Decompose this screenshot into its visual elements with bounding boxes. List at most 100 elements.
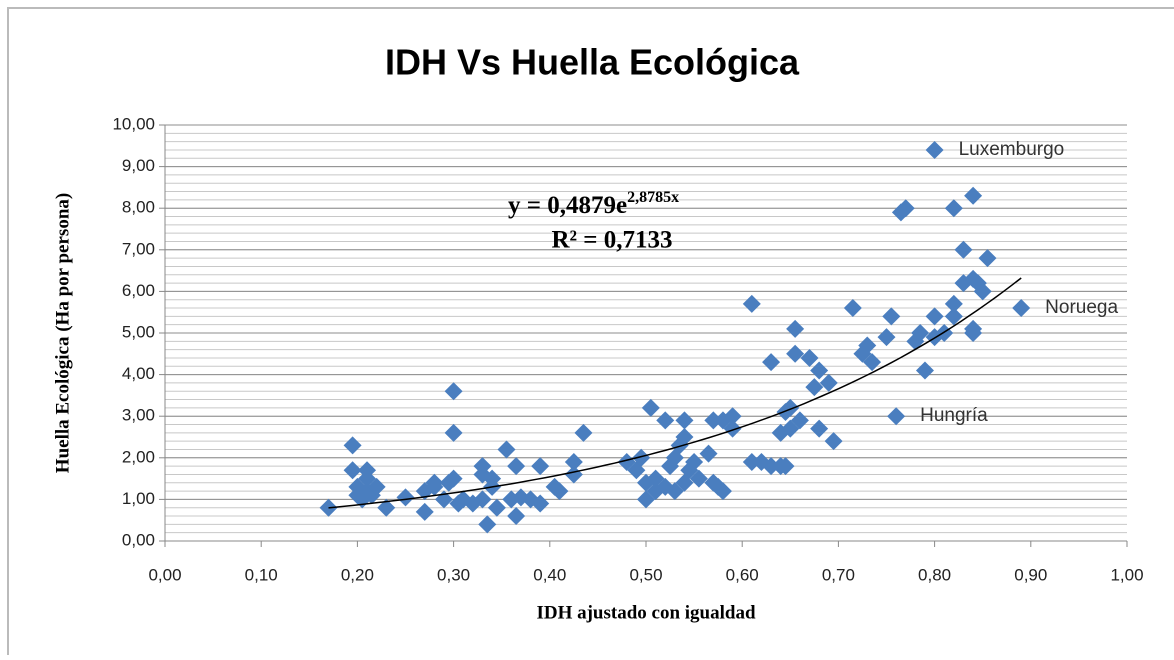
point bbox=[776, 457, 795, 476]
point bbox=[911, 324, 930, 342]
trendline bbox=[328, 277, 1022, 509]
point bbox=[483, 469, 502, 488]
y-tick-label: 8,00 bbox=[122, 198, 155, 217]
annotation: Hungría bbox=[920, 405, 988, 426]
point bbox=[915, 361, 934, 380]
point bbox=[742, 452, 761, 471]
y-tick-label: 7,00 bbox=[122, 239, 155, 258]
point bbox=[843, 299, 862, 318]
point bbox=[964, 186, 983, 205]
point bbox=[858, 336, 877, 355]
point bbox=[564, 465, 583, 484]
point bbox=[574, 423, 593, 442]
point bbox=[944, 199, 963, 218]
point bbox=[713, 482, 732, 501]
point bbox=[507, 507, 526, 526]
point bbox=[444, 382, 463, 401]
point bbox=[704, 411, 723, 430]
point bbox=[723, 419, 742, 438]
point bbox=[786, 344, 805, 363]
point bbox=[358, 461, 377, 480]
point bbox=[343, 461, 362, 480]
point bbox=[723, 407, 742, 426]
x-tick-label: 0,00 bbox=[148, 565, 181, 584]
equation-text: y = 0,4879e bbox=[508, 192, 627, 219]
point bbox=[896, 199, 915, 218]
point bbox=[641, 398, 660, 417]
x-tick-label: 1,00 bbox=[1110, 565, 1143, 584]
point bbox=[964, 324, 983, 342]
point bbox=[415, 502, 434, 521]
point bbox=[824, 432, 843, 451]
point bbox=[944, 294, 963, 313]
point bbox=[675, 428, 694, 446]
point bbox=[762, 353, 781, 372]
point bbox=[425, 473, 444, 492]
y-axis-label: Huella Ecológica (Ha por persona) bbox=[52, 193, 73, 473]
x-tick-label: 0,50 bbox=[629, 565, 662, 584]
x-tick-label: 0,10 bbox=[245, 565, 278, 584]
annotated-point bbox=[1012, 299, 1031, 318]
point bbox=[632, 448, 651, 467]
point bbox=[444, 469, 463, 488]
annotated-point bbox=[925, 140, 944, 159]
point bbox=[343, 436, 362, 455]
point bbox=[781, 398, 800, 417]
point bbox=[487, 498, 506, 517]
point bbox=[478, 515, 497, 534]
y-tick-label: 5,00 bbox=[122, 322, 155, 341]
point bbox=[762, 457, 781, 476]
point bbox=[699, 444, 718, 463]
point bbox=[819, 373, 838, 392]
x-tick-label: 0,20 bbox=[341, 565, 374, 584]
point bbox=[473, 490, 492, 509]
x-tick-label: 0,90 bbox=[1014, 565, 1047, 584]
point bbox=[786, 319, 805, 338]
annotation: Noruega bbox=[1045, 297, 1118, 318]
y-tick-label: 3,00 bbox=[122, 406, 155, 425]
x-tick-label: 0,40 bbox=[533, 565, 566, 584]
x-tick-label: 0,80 bbox=[918, 565, 951, 584]
point bbox=[564, 452, 583, 471]
grid bbox=[159, 124, 1128, 547]
point bbox=[656, 411, 675, 430]
y-tick-label: 1,00 bbox=[122, 489, 155, 508]
point bbox=[925, 307, 944, 326]
x-tick-label: 0,70 bbox=[822, 565, 855, 584]
point bbox=[810, 361, 829, 380]
point bbox=[531, 457, 550, 476]
point bbox=[954, 240, 973, 259]
point bbox=[790, 411, 809, 430]
point bbox=[377, 498, 396, 517]
x-axis-label: IDH ajustado con igualdad bbox=[536, 602, 756, 623]
point bbox=[689, 469, 708, 488]
point bbox=[444, 423, 463, 442]
equation-exponent: 2,8785x bbox=[627, 189, 679, 206]
point bbox=[497, 440, 516, 459]
r-squared: R² = 0,7133 bbox=[551, 227, 672, 254]
point bbox=[978, 249, 997, 268]
point bbox=[396, 488, 415, 507]
y-tick-label: 4,00 bbox=[122, 364, 155, 383]
marks bbox=[319, 140, 1031, 534]
x-tick-label: 0,60 bbox=[726, 565, 759, 584]
point bbox=[367, 477, 386, 496]
y-tick-label: 9,00 bbox=[122, 156, 155, 175]
point bbox=[550, 482, 569, 501]
point bbox=[800, 348, 819, 367]
point bbox=[810, 419, 829, 438]
point bbox=[944, 307, 963, 326]
x-tick-label: 0,30 bbox=[437, 565, 470, 584]
point bbox=[882, 307, 901, 326]
y-tick-label: 2,00 bbox=[122, 447, 155, 466]
point bbox=[507, 457, 526, 476]
point bbox=[685, 452, 704, 471]
trend-equation: y = 0,4879e2,8785x bbox=[508, 189, 679, 219]
point bbox=[531, 494, 550, 513]
y-tick-label: 10,00 bbox=[112, 114, 155, 133]
annotated-point bbox=[887, 407, 906, 426]
annotation: Luxemburgo bbox=[959, 139, 1065, 160]
point bbox=[973, 282, 992, 301]
chart-frame bbox=[7, 7, 1174, 660]
